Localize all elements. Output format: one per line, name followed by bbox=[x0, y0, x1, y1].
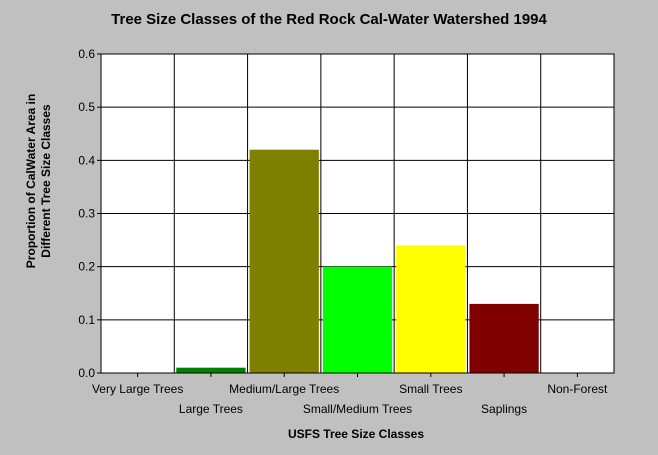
y-tick-label: 0.4 bbox=[78, 153, 95, 167]
bar-small-trees bbox=[396, 245, 466, 373]
bar-small-medium-trees bbox=[322, 266, 393, 373]
x-tick-label: Small Trees bbox=[399, 382, 462, 396]
y-tick-label: 0.1 bbox=[78, 313, 95, 327]
bar-large-trees bbox=[176, 367, 246, 373]
x-axis-title: USFS Tree Size Classes bbox=[287, 427, 425, 441]
x-tick-label: Small/Medium Trees bbox=[303, 402, 412, 416]
x-tick-label: Non-Forest bbox=[547, 382, 608, 396]
y-tick-label: 0.5 bbox=[78, 100, 95, 114]
y-axis-ticks: 0.0 0.1 0.2 0.3 0.4 0.5 0.6 bbox=[78, 47, 101, 380]
bars bbox=[100, 53, 615, 374]
x-tick-label: Large Trees bbox=[179, 402, 243, 416]
y-tick-label: 0.2 bbox=[78, 260, 95, 274]
y-tick-label: 0.0 bbox=[78, 366, 95, 380]
x-tick-label: Very Large Trees bbox=[92, 382, 183, 396]
bar-medium-large-trees bbox=[249, 149, 319, 373]
x-tick-label: Saplings bbox=[481, 402, 527, 416]
chart-title: Tree Size Classes of the Red Rock Cal-Wa… bbox=[111, 11, 547, 28]
bar-saplings bbox=[469, 303, 539, 373]
x-axis-ticks: Very Large Trees Large Trees Medium/Large … bbox=[92, 373, 608, 416]
y-tick-label: 0.6 bbox=[78, 47, 95, 61]
y-tick-label: 0.3 bbox=[78, 207, 95, 221]
x-tick-label: Medium/Large Trees bbox=[229, 382, 339, 396]
